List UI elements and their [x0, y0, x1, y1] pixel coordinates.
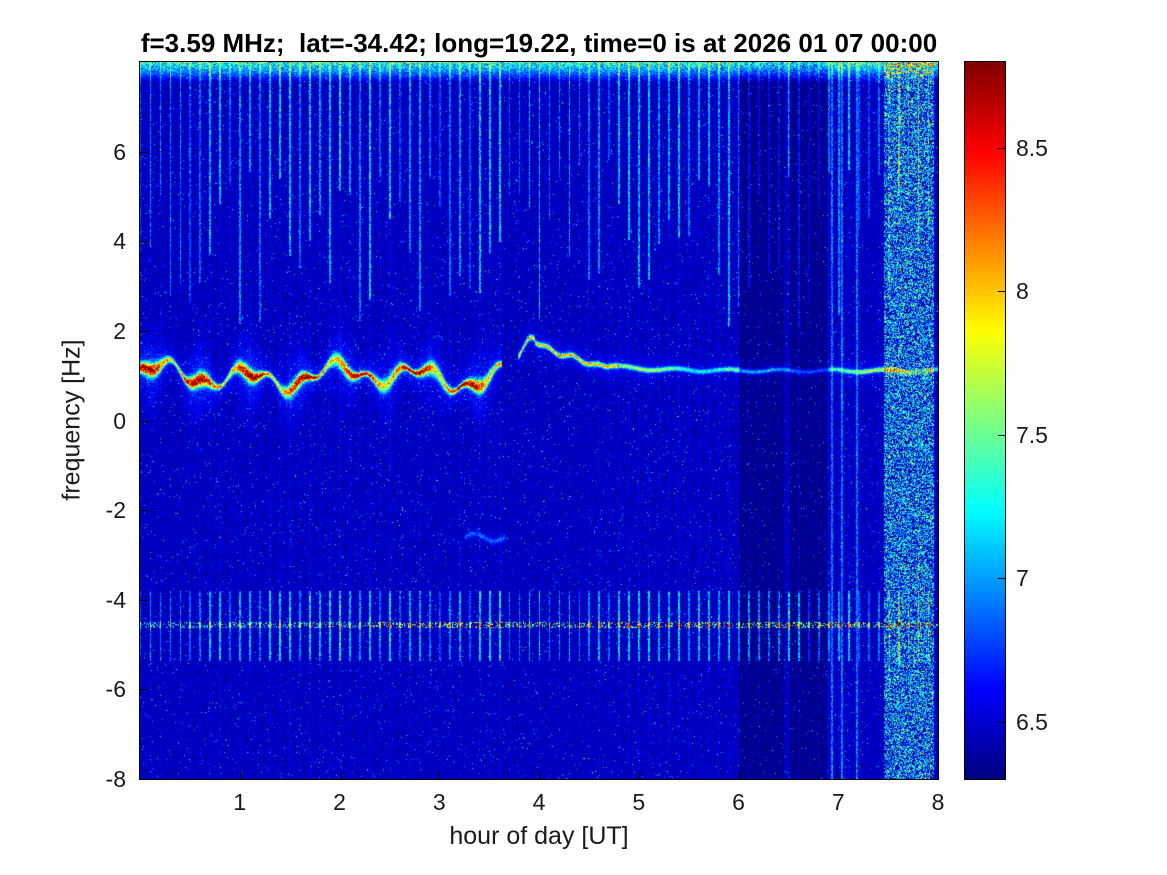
y-tick-mark — [140, 151, 148, 153]
y-tick-label: 4 — [113, 228, 126, 255]
y-tick-mark — [140, 330, 148, 332]
x-tick-label: 7 — [831, 789, 845, 815]
x-tick-label: 2 — [333, 789, 346, 815]
y-tick-label: -4 — [105, 586, 126, 613]
x-tick-mark — [439, 771, 441, 779]
y-tick-mark — [140, 689, 148, 691]
x-tick-mark — [539, 771, 540, 779]
x-tick-mark — [638, 771, 640, 779]
x-tick-mark — [339, 771, 341, 779]
x-tick-label: 5 — [632, 789, 646, 815]
y-tick-label: -6 — [105, 676, 126, 703]
chart-title: f=3.59 MHz; lat=-34.42; long=19.22, time… — [140, 28, 938, 58]
colorbar-tick-mark — [998, 291, 1005, 293]
x-tick-mark — [838, 771, 840, 779]
colorbar-tick-label: 8.5 — [1016, 135, 1048, 162]
x-tick-mark — [738, 771, 740, 779]
x-axis-label: hour of day [UT] — [449, 822, 629, 850]
x-tick-label: 8 — [931, 789, 945, 815]
y-tick-mark — [140, 779, 148, 780]
colorbar-tick-label: 6.5 — [1016, 708, 1048, 735]
x-tick-label: 4 — [532, 789, 546, 815]
colorbar — [964, 61, 1006, 780]
y-tick-mark — [140, 241, 148, 243]
y-tick-label: 2 — [113, 317, 126, 344]
colorbar-tick-label: 7.5 — [1016, 421, 1048, 448]
colorbar-tick-mark — [998, 721, 1005, 723]
colorbar-tick-mark — [998, 434, 1005, 436]
x-tick-label: 1 — [233, 789, 247, 815]
colorbar-tick-mark — [998, 148, 1005, 150]
x-tick-label: 6 — [732, 789, 745, 815]
y-tick-mark — [140, 510, 148, 512]
colorbar-tick-mark — [998, 578, 1005, 580]
y-tick-mark — [140, 599, 148, 601]
y-tick-label: -2 — [105, 497, 126, 524]
y-tick-label: 0 — [113, 407, 126, 434]
y-tick-label: 6 — [113, 138, 126, 165]
colorbar-tick-label: 8 — [1016, 278, 1029, 305]
x-tick-label: 3 — [432, 789, 446, 815]
colorbar-tick-label: 7 — [1016, 565, 1029, 592]
x-tick-mark — [239, 771, 241, 779]
spectrogram-heatmap — [139, 61, 939, 780]
x-tick-mark — [938, 771, 939, 779]
y-tick-label: -8 — [105, 766, 126, 792]
y-tick-mark — [140, 420, 148, 422]
